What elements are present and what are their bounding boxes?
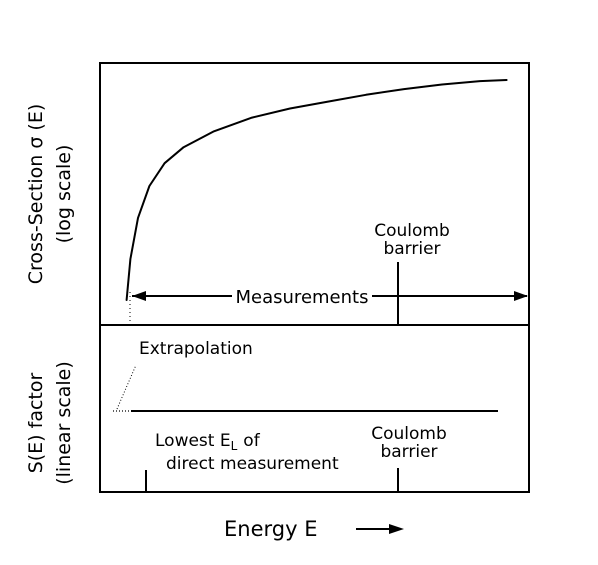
bottom-ylabel-line2: (linear scale): [53, 361, 75, 485]
top-panel-frame: [99, 62, 530, 326]
bottom-panel-frame: [99, 324, 530, 493]
measurements-label: Measurements: [236, 287, 369, 308]
lowest-el-label-line2: direct measurement: [166, 454, 339, 474]
coulomb-label-bottom: Coulomb: [371, 424, 447, 444]
extrapolation-pointer: [116, 364, 137, 410]
barrier-label-top: barrier: [383, 239, 440, 259]
extrapolation-label: Extrapolation: [139, 339, 253, 359]
barrier-label-bottom: barrier: [380, 442, 437, 462]
lowest-el-subscript: L: [231, 439, 238, 453]
lowest-el-label-line1: Lowest EL of: [155, 431, 261, 453]
measurements-arrowhead-left: [132, 291, 146, 301]
cross-section-curve: [125, 79, 508, 301]
x-axis-arrowhead: [389, 524, 404, 534]
top-ylabel-line2: (log scale): [53, 145, 75, 244]
measurements-arrowhead-right: [514, 291, 528, 301]
x-axis-label: Energy E: [224, 517, 317, 541]
bottom-ylabel-line1: S(E) factor: [25, 373, 47, 474]
coulomb-label-top: Coulomb: [374, 221, 450, 241]
top-ylabel-line1: Cross-Section σ (E): [25, 104, 47, 284]
